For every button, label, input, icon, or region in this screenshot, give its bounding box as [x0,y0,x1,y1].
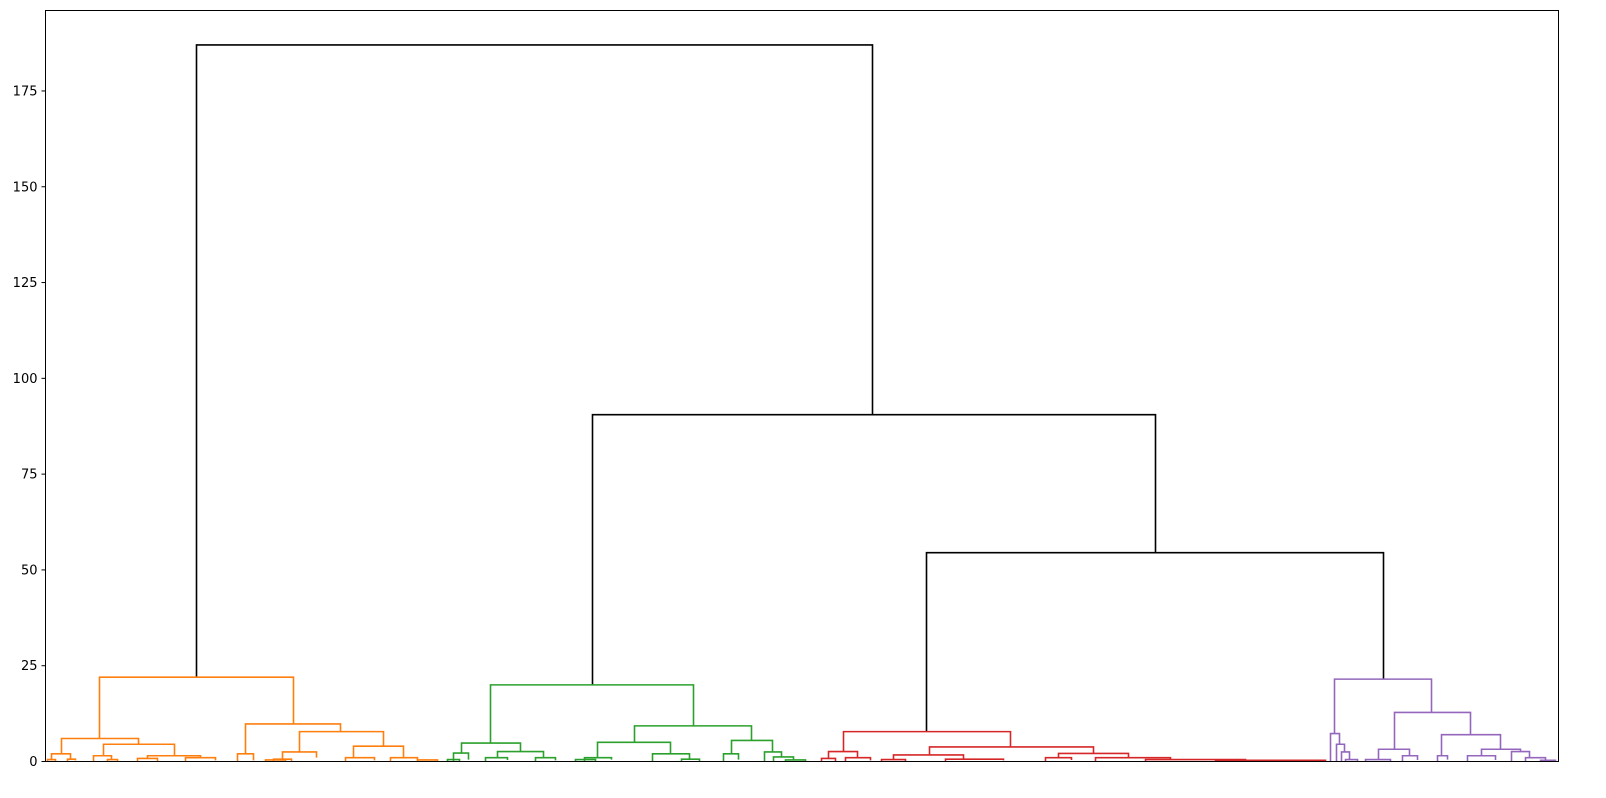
dendrogram-link-35 [651,753,691,762]
y-tick-label-75: 75 [21,468,38,483]
dendrogram-link-20 [352,745,405,758]
dendrogram-link-68 [1510,750,1531,762]
dendrogram-link-64 [1440,733,1502,756]
dendrogram-link-52 [1094,756,1172,762]
y-tick-label-0: 0 [29,755,37,770]
dendrogram-link-14 [244,723,342,754]
y-tick-label-150: 150 [13,180,38,195]
dendrogram-link-28 [496,750,545,758]
dendrogram-link-48 [880,758,907,762]
dendrogram-link-67 [1466,754,1497,762]
y-tick-label-50: 50 [21,563,38,578]
dendrogram-link-26 [452,752,470,762]
dendrogram-link-36 [680,758,701,762]
dendrogram-link-49 [944,758,1005,762]
dendrogram-link-6 [46,758,57,762]
dendrogram-link-38 [722,753,740,762]
y-axis: 0 25 50 75 100 125 150 175 [13,84,46,770]
dendrogram-link-46 [928,746,1095,755]
dendrogram-link-2 [925,551,1385,732]
y-tick-label-175: 175 [13,84,38,99]
dendrogram-link-69 [1524,756,1547,762]
dendrogram-link-3 [98,676,295,739]
dendrogram-link-9 [92,754,113,762]
y-tick-label-25: 25 [21,659,38,674]
dendrogram-link-70 [1539,759,1557,762]
dendrogram-link-58 [1340,751,1351,762]
dendrogram-link-1 [591,413,1157,685]
dendrogram-link-41 [784,759,807,762]
dendrogram-link-43 [827,750,859,759]
dendrogram-link-34 [574,758,597,762]
dendrogram-link-23 [416,759,439,762]
dendrogram-link-39 [763,751,783,762]
dendrogram-link-61 [1377,748,1411,760]
dendrogram-link-50 [1057,752,1130,758]
dendrogram-link-60 [1393,711,1472,750]
dendrogram-link-56 [1329,732,1341,762]
dendrogram-link-42 [842,730,1012,752]
dendrogram-link-22 [389,756,419,762]
y-tick-label-125: 125 [13,276,38,291]
dendrogram-link-57 [1335,743,1346,762]
dendrogram-link-54 [1214,759,1327,762]
dendrogram-link-10 [106,758,119,762]
dendrogram-link-44 [820,757,837,762]
dendrogram-link-51 [1044,756,1073,762]
plot-frame [45,10,1559,762]
dendrogram-link-65 [1436,754,1449,762]
dendrogram-link-0 [195,44,874,678]
dendrogram-link-7 [66,758,77,762]
dendrogram-link-18 [281,751,318,760]
dendrogram-link-21 [344,756,376,762]
dendrogram-link-59 [1344,758,1359,762]
dendrogram-link-40 [772,756,795,762]
dendrogram-link-27 [446,758,461,762]
dendrogram-link-66 [1480,748,1522,756]
dendrogram-link-19 [272,758,293,762]
dendrogram-link-5 [50,753,72,760]
dendrogram-link-12 [136,757,159,762]
dendrogram-link-11 [146,754,202,759]
y-tick-label-100: 100 [13,372,38,387]
dendrogram-link-32 [596,741,672,758]
dendrogram-link-31 [633,725,753,743]
dendrogram-link-62 [1364,758,1392,762]
dendrogram-link-55 [1333,678,1433,734]
dendrogram-link-4 [60,737,140,754]
dendrogram-link-47 [892,754,965,760]
dendrogram-links [46,44,1557,762]
dendrogram-link-13 [184,756,217,762]
dendrogram-link-24 [489,684,695,744]
dendrogram-link-15 [236,753,255,762]
dendrogram-link-29 [484,756,509,762]
dendrogram-link-30 [534,756,557,762]
dendrogram-link-63 [1401,754,1419,762]
dendrogram-link-37 [730,739,774,754]
dendrogram-link-8 [102,743,176,756]
dendrogram-link-45 [844,756,872,762]
dendrogram-link-17 [298,730,385,752]
dendrogram-link-25 [460,742,522,754]
